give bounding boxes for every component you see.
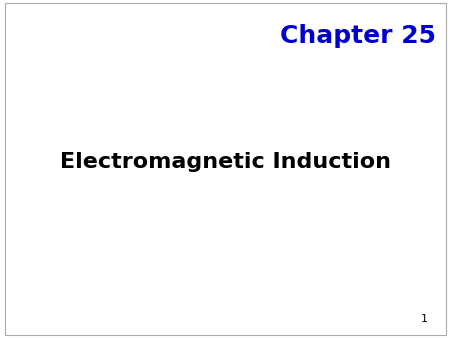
Text: 1: 1 xyxy=(420,314,427,324)
Text: Chapter 25: Chapter 25 xyxy=(280,24,436,48)
Text: Electromagnetic Induction: Electromagnetic Induction xyxy=(59,152,391,172)
